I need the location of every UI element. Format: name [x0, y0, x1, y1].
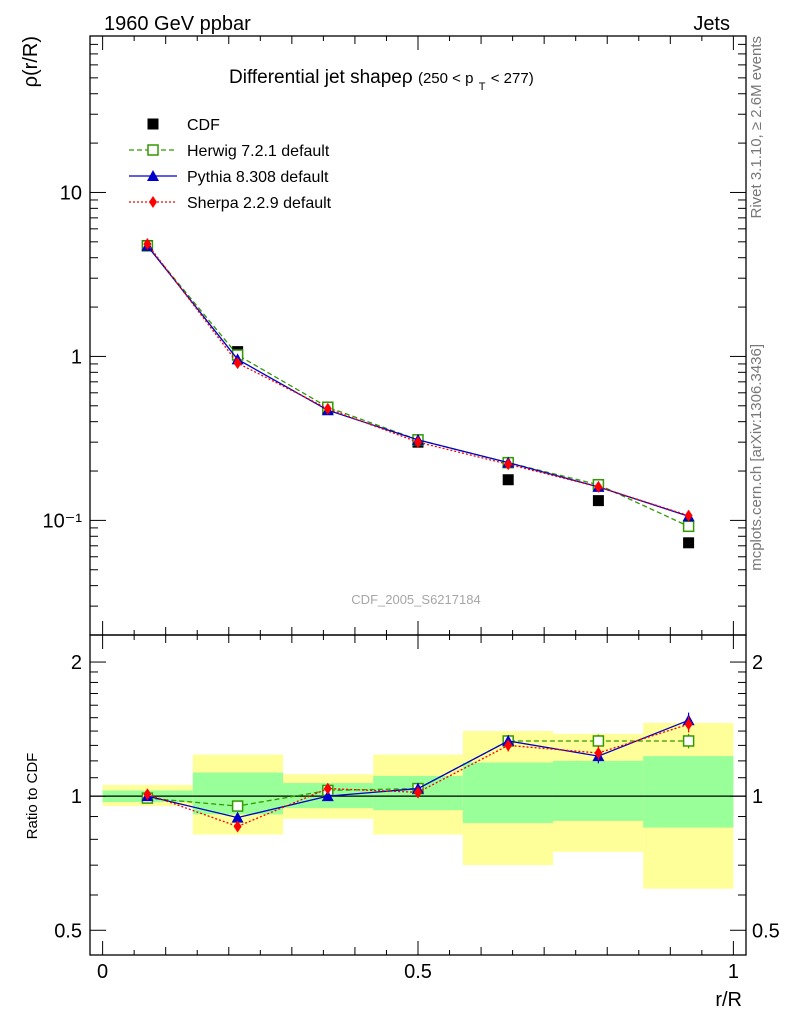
legend: CDF Herwig 7.2.1 default Pythia 8.308 defa… [129, 117, 332, 212]
main-title: Differential jet shapeρ (250 < p T < 277… [229, 67, 534, 95]
data-point [504, 739, 513, 752]
uncertainty-band-inner [552, 760, 644, 821]
main-ytick-label: 1 [71, 346, 82, 368]
ratio-xlabel: r/R [715, 989, 742, 1011]
xtick-label: 1 [728, 961, 739, 983]
main-axes: 10 1 10⁻¹ [43, 35, 746, 636]
ratio-ytick-label-right: 2 [752, 652, 763, 674]
main-title-sub: T [479, 81, 486, 93]
legend-marker [147, 170, 159, 181]
uncertainty-band-inner [643, 756, 734, 828]
ratio-ylabel: Ratio to CDF [24, 753, 41, 840]
side-label-top: Rivet 3.1.10, ≥ 2.6M events [748, 36, 765, 219]
data-point [323, 402, 332, 415]
data-point [233, 357, 242, 370]
series-line [146, 243, 689, 517]
main-ytick-label: 10 [60, 182, 82, 204]
main-title-text: Differential jet shapeρ [229, 67, 413, 88]
legend-marker [147, 144, 159, 156]
ratio-ytick-label-left: 2 [71, 652, 82, 674]
legend-marker [149, 196, 157, 208]
data-point [683, 537, 695, 549]
ratio-ytick-label-left: 0.5 [54, 920, 82, 942]
main-panel-data [141, 237, 695, 549]
data-point [684, 718, 693, 731]
header-left: 1960 GeV ppbar [104, 13, 251, 35]
data-point [682, 735, 695, 747]
ratio-axes: 2 2 1 1 0.5 0.5 0 0.5 1 [54, 635, 780, 983]
data-point [231, 800, 244, 812]
main-title-suffix: (250 < p [418, 70, 473, 87]
data-point [414, 436, 422, 449]
legend-label: Herwig 7.2.1 default [187, 143, 330, 160]
legend-label: Pythia 8.308 default [187, 169, 329, 186]
legend-label: Sherpa 2.2.9 default [187, 195, 332, 212]
data-point [321, 790, 334, 802]
data-point [414, 786, 422, 799]
uncertainty-band-inner [462, 762, 553, 824]
data-point [684, 509, 693, 522]
xtick-label: 0 [97, 961, 108, 983]
data-point [233, 820, 242, 833]
legend-marker [147, 118, 159, 130]
ratio-ytick-label-left: 1 [71, 786, 82, 808]
data-point [504, 458, 513, 471]
data-point [594, 480, 603, 493]
data-point [143, 788, 152, 801]
ratio-ytick-label-right: 1 [752, 786, 763, 808]
data-point [231, 811, 244, 823]
data-point [592, 735, 605, 747]
series-line [146, 245, 689, 527]
main-title-suffix2: < 277) [491, 70, 534, 87]
legend-label: CDF [187, 117, 220, 134]
side-label-bottom: mcplots.cern.ch [arXiv:1306.3436] [748, 344, 765, 571]
data-point [502, 474, 514, 486]
header-right: Jets [693, 13, 730, 35]
data-point [323, 782, 332, 795]
main-ylabel: ρ(r/R) [20, 36, 42, 87]
series-line [146, 245, 689, 517]
data-point [682, 520, 695, 533]
ratio-ytick-label-right: 0.5 [752, 920, 780, 942]
xtick-label: 0.5 [404, 961, 432, 983]
ratio-panel-data [141, 712, 695, 833]
main-ytick-label: 10⁻¹ [43, 510, 83, 532]
data-point [592, 495, 604, 507]
watermark: CDF_2005_S6217184 [351, 592, 480, 607]
data-point [594, 746, 603, 759]
data-point [143, 237, 152, 250]
